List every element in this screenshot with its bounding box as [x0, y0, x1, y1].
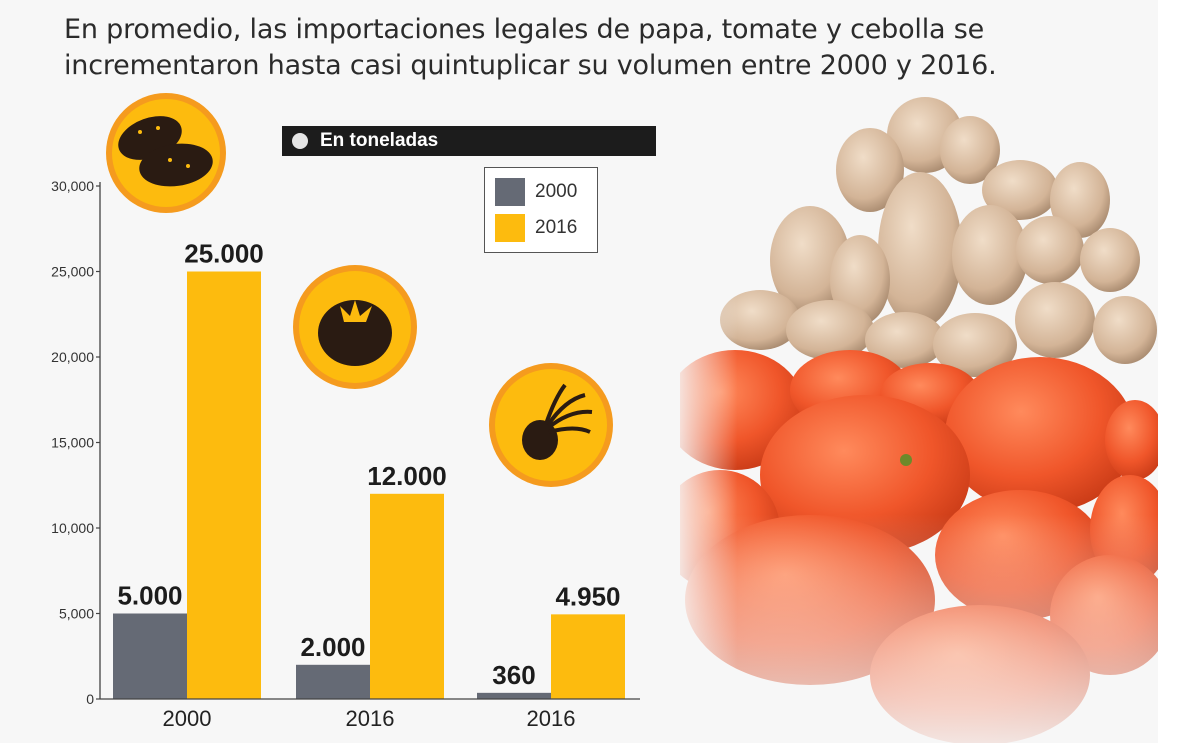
bar-2016-2: [551, 614, 625, 699]
y-tick-label: 5,000: [59, 606, 94, 622]
data-label: 5.000: [117, 581, 182, 611]
data-label: 4.950: [555, 581, 620, 611]
legend-label-2016: 2016: [535, 217, 578, 238]
data-label: 2.000: [300, 632, 365, 662]
bar-2000-2: [477, 692, 551, 699]
x-tick-label: 2000: [163, 706, 212, 731]
data-label: 25.000: [184, 239, 264, 269]
unit-banner: En toneladas: [282, 126, 656, 156]
y-tick-label: 20,000: [51, 349, 94, 365]
y-tick-label: 30,000: [51, 178, 94, 194]
chart-title: En promedio, las importaciones legales d…: [64, 14, 997, 81]
bar-2016-1: [370, 493, 444, 699]
potato-tomato-photo: [680, 90, 1158, 743]
legend-swatch-2000: [495, 178, 525, 206]
legend: 2000 2016: [484, 167, 598, 253]
bullet-icon: [292, 133, 308, 149]
bar-chart: 0 5,000 10,000 15,000 20,000 25,000 30,000 5.00…: [51, 178, 640, 731]
bar-2000-0: [113, 613, 187, 699]
data-label: 360: [492, 660, 535, 690]
x-tick-label: 2016: [527, 706, 576, 731]
bar-2000-1: [296, 664, 370, 699]
legend-label-2000: 2000: [535, 181, 578, 202]
y-tick-label: 0: [86, 691, 94, 707]
bar-2016-0: [187, 271, 261, 699]
x-tick-label: 2016: [346, 706, 395, 731]
data-label: 12.000: [367, 461, 447, 491]
unit-label: En toneladas: [320, 130, 439, 151]
legend-swatch-2016: [495, 214, 525, 242]
y-tick-label: 25,000: [51, 264, 94, 280]
y-tick-label: 15,000: [51, 435, 94, 451]
y-tick-label: 10,000: [51, 520, 94, 536]
